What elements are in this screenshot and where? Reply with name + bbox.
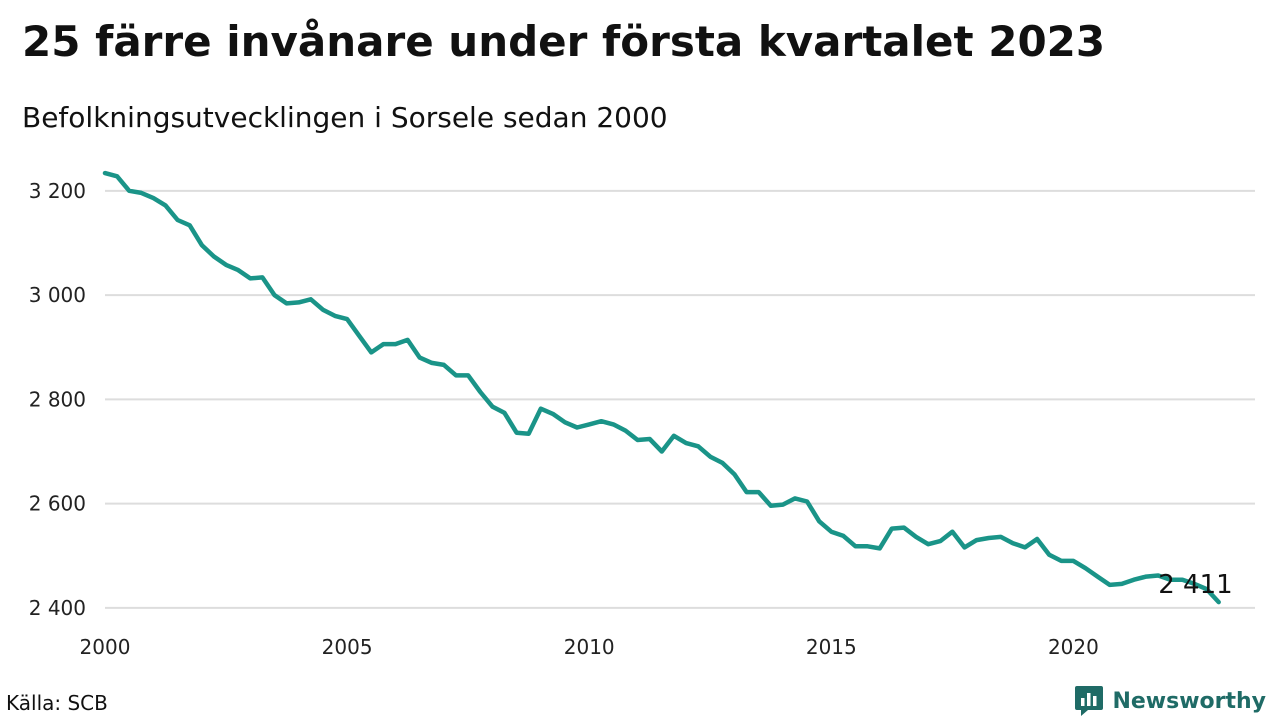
chart-subtitle: Befolkningsutvecklingen i Sorsele sedan … <box>22 101 668 134</box>
brand-name: Newsworthy <box>1112 688 1266 714</box>
gridlines <box>105 189 1255 609</box>
x-axis: 2000 2005 2010 2015 2020 <box>80 635 1099 659</box>
y-tick-label: 3 200 <box>29 179 86 203</box>
end-value-label: 2 411 <box>1158 570 1232 600</box>
y-tick-label: 2 800 <box>29 387 86 411</box>
x-tick-label: 2020 <box>1048 635 1099 659</box>
data-labels: 2 411 <box>1158 570 1232 600</box>
x-tick-label: 2000 <box>80 635 131 659</box>
y-tick-label: 2 600 <box>29 492 86 516</box>
bar-chart-icon <box>1075 686 1104 716</box>
x-tick-label: 2010 <box>564 635 615 659</box>
source-label: Källa: SCB <box>6 691 108 715</box>
x-tick-label: 2005 <box>322 635 373 659</box>
y-tick-label: 3 000 <box>29 283 86 307</box>
x-tick-label: 2015 <box>806 635 857 659</box>
brand-logo: Newsworthy <box>1074 684 1266 718</box>
chart-title: 25 färre invånare under första kvartalet… <box>22 17 1106 66</box>
series-group <box>102 170 1221 605</box>
series-line <box>102 170 1221 605</box>
y-tick-label: 2 400 <box>29 596 86 620</box>
y-axis: 2 400 2 600 2 800 3 000 3 200 <box>29 179 86 620</box>
